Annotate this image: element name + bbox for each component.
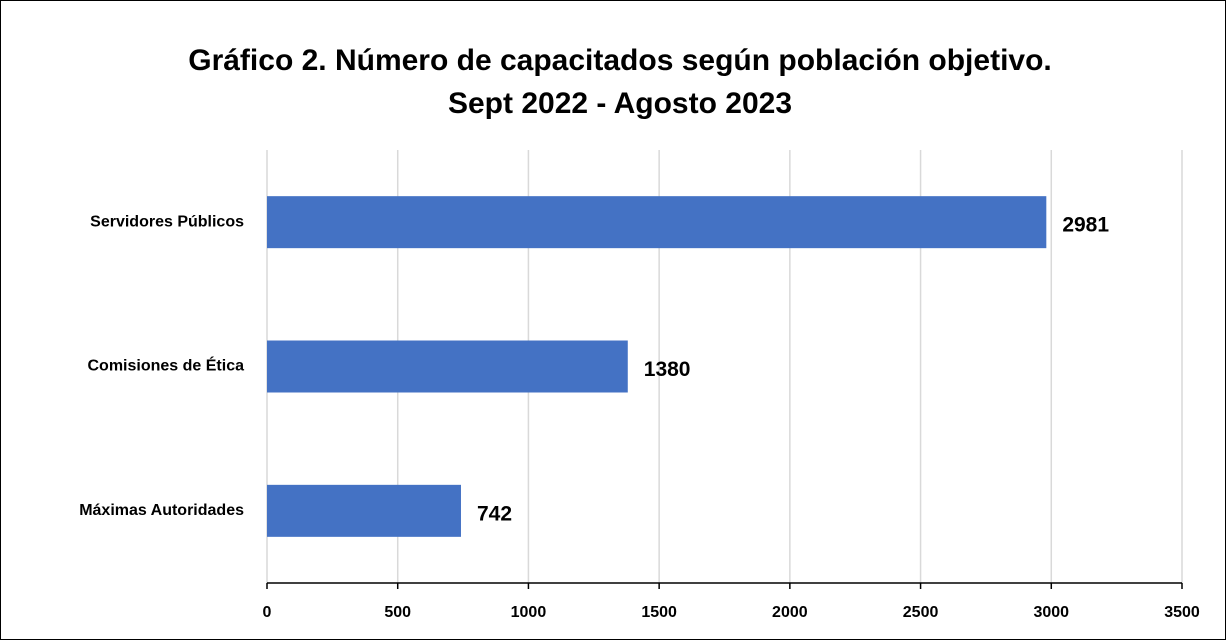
- x-tick-label: 1000: [511, 604, 547, 621]
- x-tick-label: 2000: [772, 604, 808, 621]
- x-tick-label: 3500: [1164, 604, 1200, 621]
- y-tick-label: Máximas Autoridades: [79, 502, 244, 519]
- y-tick-label: Comisiones de Ética: [88, 356, 245, 375]
- chart-title: Gráfico 2. Número de capacitados según p…: [188, 44, 1052, 77]
- data-label: 2981: [1062, 214, 1109, 237]
- x-tick-label: 2500: [903, 604, 939, 621]
- bar: [267, 340, 628, 393]
- x-tick-label: 1500: [641, 604, 677, 621]
- bar: [267, 484, 461, 537]
- x-tick-label: 0: [263, 604, 272, 621]
- data-label: 742: [477, 502, 512, 525]
- data-label: 1380: [644, 358, 691, 381]
- bar: [267, 196, 1047, 249]
- chart-title: Sept 2022 - Agosto 2023: [448, 87, 792, 120]
- x-tick-label: 500: [384, 604, 411, 621]
- x-tick-label: 3000: [1033, 604, 1069, 621]
- y-tick-label: Servidores Públicos: [90, 213, 244, 230]
